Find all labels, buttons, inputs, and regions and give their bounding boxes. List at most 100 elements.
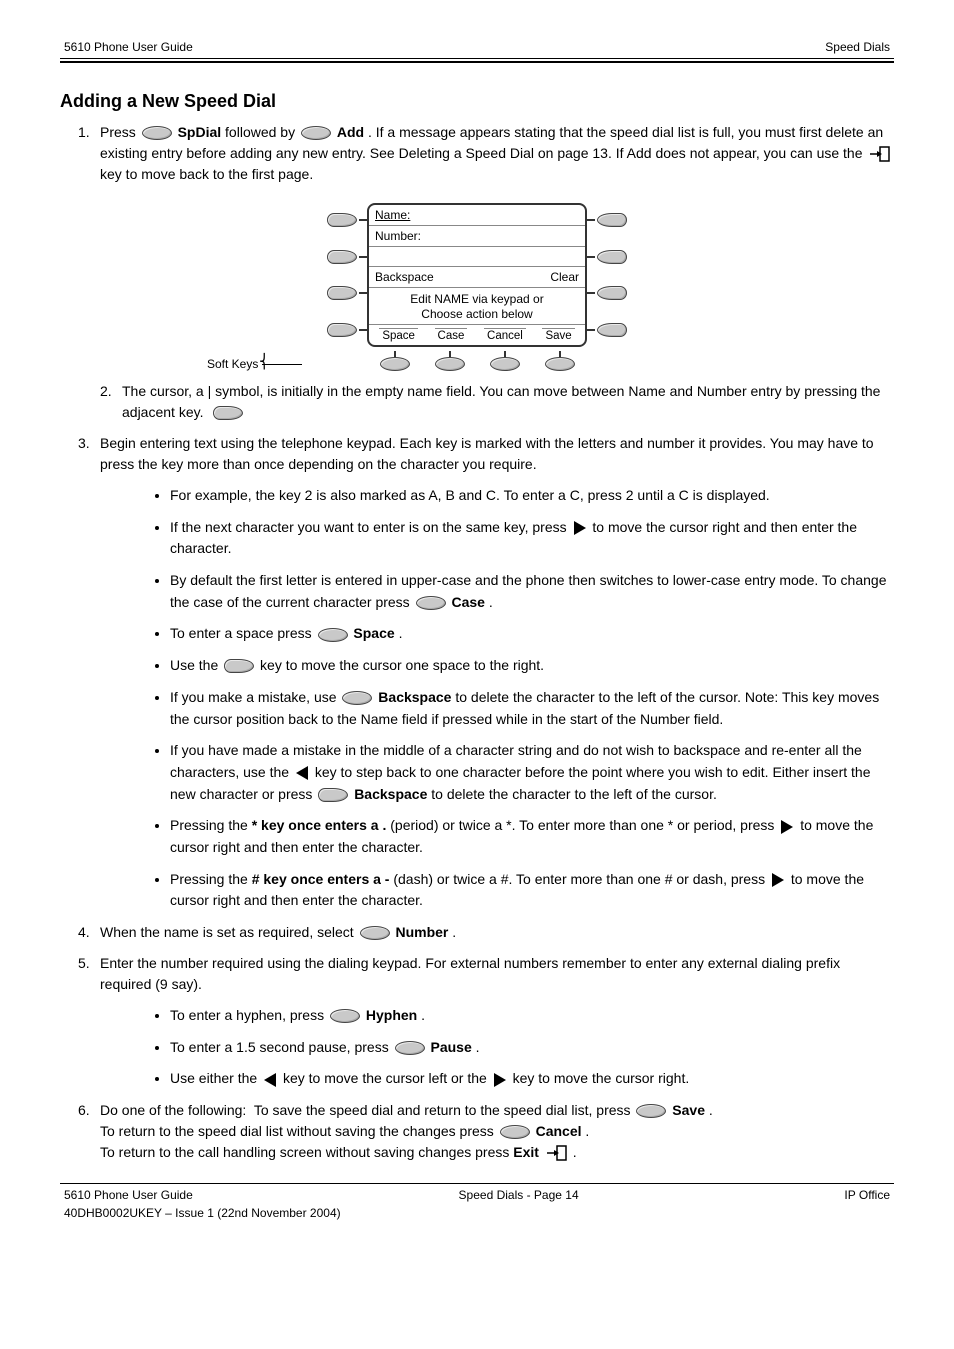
text: . xyxy=(489,594,493,610)
text: Begin entering text using the telephone … xyxy=(100,433,894,475)
add-bullets: For example, the key 2 is also marked as… xyxy=(130,485,894,912)
softkey-icon[interactable] xyxy=(435,357,465,371)
bullet: If the next character you want to enter … xyxy=(170,517,894,560)
text: (period) or twice a *. To enter more tha… xyxy=(390,817,778,833)
screen: Name: Number: Backspace Clear Edit NAME … xyxy=(367,203,587,347)
text: If the next character you want to enter … xyxy=(170,519,571,535)
header-left: 5610 Phone User Guide xyxy=(64,40,193,54)
footer-center: Speed Dials - Page 14 xyxy=(459,1188,579,1202)
step-3: 3. Begin entering text using the telepho… xyxy=(78,433,894,475)
label-add: Add xyxy=(337,124,364,140)
backspace-label: Backspace xyxy=(375,270,434,284)
text: To enter a 1.5 second pause, press xyxy=(170,1039,393,1055)
arrow-left-icon xyxy=(296,766,308,780)
text: * key once enters a xyxy=(252,817,383,833)
text: . xyxy=(585,1123,589,1139)
text: key to move the cursor one space to the … xyxy=(260,657,544,673)
step-6: 6. Do one of the following: To save the … xyxy=(78,1100,894,1163)
section-title-add: Adding a New Speed Dial xyxy=(60,91,894,112)
phone-diagram: Name: Number: Backspace Clear Edit NAME … xyxy=(297,203,657,371)
screen-blank-row xyxy=(369,247,585,267)
text: key to move the cursor left or the xyxy=(283,1070,491,1086)
soft-case: Case xyxy=(435,328,468,342)
arrow-right-icon xyxy=(494,1073,506,1087)
step5-bullets: To enter a hyphen, press Hyphen . To ent… xyxy=(130,1005,894,1090)
number-label: Number: xyxy=(375,229,421,243)
footer-right: IP Office xyxy=(844,1188,890,1202)
text: Pressing the xyxy=(170,871,252,887)
text: . xyxy=(709,1102,713,1118)
label-backspace: Backspace xyxy=(354,786,427,802)
side-key-icon xyxy=(213,406,243,420)
text: . xyxy=(573,1144,577,1160)
label-cancel: Cancel xyxy=(536,1123,582,1139)
text: to delete the character to the left of t… xyxy=(431,786,717,802)
side-key-icon[interactable] xyxy=(597,213,627,227)
text: Do one of the following: To save the spe… xyxy=(100,1102,634,1118)
arrow-left-icon xyxy=(264,1073,276,1087)
bullet: For example, the key 2 is also marked as… xyxy=(170,485,894,507)
step-1: 1. Press SpDial followed by Add . If a m… xyxy=(78,122,894,185)
soft-space: Space xyxy=(379,328,418,342)
left-side-keys xyxy=(325,203,367,347)
oval-key-icon xyxy=(416,596,446,610)
text: To enter a space press xyxy=(170,625,316,641)
exit-icon xyxy=(868,146,890,162)
text: - xyxy=(385,871,390,887)
text: When the name is set as required, select xyxy=(100,924,358,940)
text: By default the first letter is entered i… xyxy=(170,572,887,610)
footer-left: 5610 Phone User Guide xyxy=(64,1188,193,1202)
label-exit: Exit xyxy=(513,1144,543,1160)
side-key-icon[interactable] xyxy=(327,213,357,227)
bracket-icon: ⎨ xyxy=(259,353,270,370)
side-key-icon[interactable] xyxy=(597,250,627,264)
screen-softkey-row: Space Case Cancel Save xyxy=(369,325,585,345)
text: Enter the number required using the dial… xyxy=(100,953,894,995)
bullet: If you make a mistake, use Backspace to … xyxy=(170,687,894,730)
side-key-icon[interactable] xyxy=(597,323,627,337)
screen-backspace-row: Backspace Clear xyxy=(369,267,585,288)
step-4: 4. When the name is set as required, sel… xyxy=(78,922,894,943)
bullet: To enter a hyphen, press Hyphen . xyxy=(170,1005,894,1027)
softkey-buttons xyxy=(367,351,587,371)
bullet: By default the first letter is entered i… xyxy=(170,570,894,613)
header: 5610 Phone User Guide Speed Dials xyxy=(60,40,894,63)
header-right: Speed Dials xyxy=(825,40,890,54)
oval-key-icon xyxy=(330,1009,360,1023)
side-key-icon[interactable] xyxy=(327,286,357,300)
softkey-icon[interactable] xyxy=(490,357,520,371)
label-space: Space xyxy=(353,625,394,641)
softkey-icon[interactable] xyxy=(545,357,575,371)
text: followed by xyxy=(225,124,299,140)
bullet: Use either the key to move the cursor le… xyxy=(170,1068,894,1090)
oval-key-icon xyxy=(360,926,390,940)
text: . xyxy=(382,817,386,833)
text: . xyxy=(421,1007,425,1023)
label-number: Number xyxy=(395,924,448,940)
bullet: To enter a space press Space . xyxy=(170,623,894,645)
right-side-keys xyxy=(587,203,629,347)
oval-key-icon xyxy=(342,691,372,705)
label-hyphen: Hyphen xyxy=(366,1007,417,1023)
text: . xyxy=(452,924,456,940)
softkey-icon[interactable] xyxy=(380,357,410,371)
oval-key-icon xyxy=(500,1125,530,1139)
side-key-icon[interactable] xyxy=(327,323,357,337)
label-case: Case xyxy=(451,594,484,610)
text: To return to the call handling screen wi… xyxy=(100,1144,513,1160)
text: For example, the key 2 is also marked as… xyxy=(170,487,770,503)
oval-key-icon xyxy=(301,126,331,140)
arrow-right-icon xyxy=(772,873,784,887)
side-key-icon[interactable] xyxy=(327,250,357,264)
arrow-right-icon xyxy=(781,820,793,834)
screen-prompt: Edit NAME via keypad or Choose action be… xyxy=(369,288,585,325)
bullet: Pressing the * key once enters a . (peri… xyxy=(170,815,894,858)
oval-key-icon xyxy=(318,628,348,642)
footer-date: 40DHB0002UKEY – Issue 1 (22nd November 2… xyxy=(64,1206,341,1220)
text: If you make a mistake, use xyxy=(170,689,340,705)
side-key-icon xyxy=(318,788,348,802)
step-5: 5. Enter the number required using the d… xyxy=(78,953,894,995)
clear-label: Clear xyxy=(550,270,579,284)
side-key-icon[interactable] xyxy=(597,286,627,300)
softkeys-label: Soft Keys xyxy=(207,357,302,371)
